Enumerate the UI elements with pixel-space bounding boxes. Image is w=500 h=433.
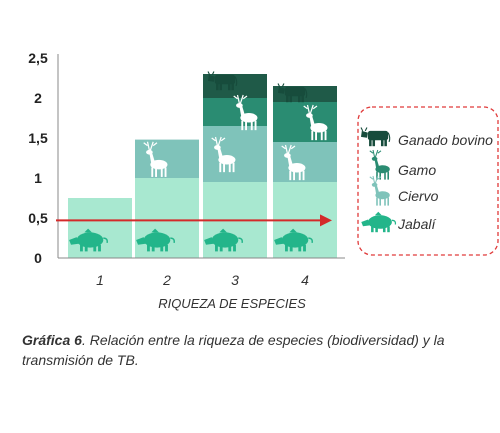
legend: Ganado bovino Gamo Ciervo Jabalí: [357, 106, 499, 256]
figure-caption: Gráfica 6. Relación entre la riqueza de …: [22, 330, 462, 370]
y-tick-label: 0: [34, 250, 42, 266]
deer-icon: [233, 94, 258, 131]
deer-icon: [211, 136, 236, 173]
boar-icon: [361, 211, 397, 233]
caption-label: Gráfica 6: [22, 332, 82, 348]
legend-box: [357, 106, 499, 256]
caption-text: . Relación entre la riqueza de especies …: [22, 332, 445, 368]
boar-icon: [274, 228, 313, 252]
boar-icon: [69, 228, 108, 252]
y-tick-label: 1: [34, 170, 42, 186]
chart: 0 0,5 1 1,5 2 2,5 1 2 3 4 RIQUEZA DE ESPECIES Ga…: [28, 50, 499, 311]
y-tick-label: 0,5: [28, 210, 48, 226]
y-tick-label: 1,5: [28, 130, 48, 146]
y-tick-label: 2,5: [28, 50, 48, 66]
y-tick-label: 2: [34, 90, 42, 106]
deer-icon: [143, 141, 168, 177]
x-tick-label: 3: [231, 272, 239, 288]
legend-label: Ganado bovino: [398, 132, 493, 148]
x-tick-label: 4: [301, 272, 309, 288]
boar-icon: [136, 228, 175, 252]
x-tick-label: 2: [162, 272, 171, 288]
cow-icon: [277, 83, 308, 103]
trend-arrow-head: [320, 214, 332, 227]
x-axis-title: RIQUEZA DE ESPECIES: [158, 296, 306, 311]
bar-segment: [273, 102, 337, 142]
bar-segment: [203, 126, 267, 182]
legend-label: Gamo: [398, 162, 436, 178]
bar-segment: [135, 139, 199, 178]
x-tick-label: 1: [96, 272, 104, 288]
bar-segment: [273, 142, 337, 182]
deer-icon: [281, 144, 306, 181]
cow-icon: [207, 71, 238, 91]
cow-icon: [360, 127, 391, 147]
deer-icon: [369, 149, 390, 180]
deer-icon: [369, 175, 390, 206]
boar-icon: [204, 228, 243, 252]
legend-label: Jabalí: [397, 216, 437, 232]
deer-icon: [303, 104, 328, 141]
bar-segment: [203, 98, 267, 126]
legend-label: Ciervo: [398, 188, 439, 204]
